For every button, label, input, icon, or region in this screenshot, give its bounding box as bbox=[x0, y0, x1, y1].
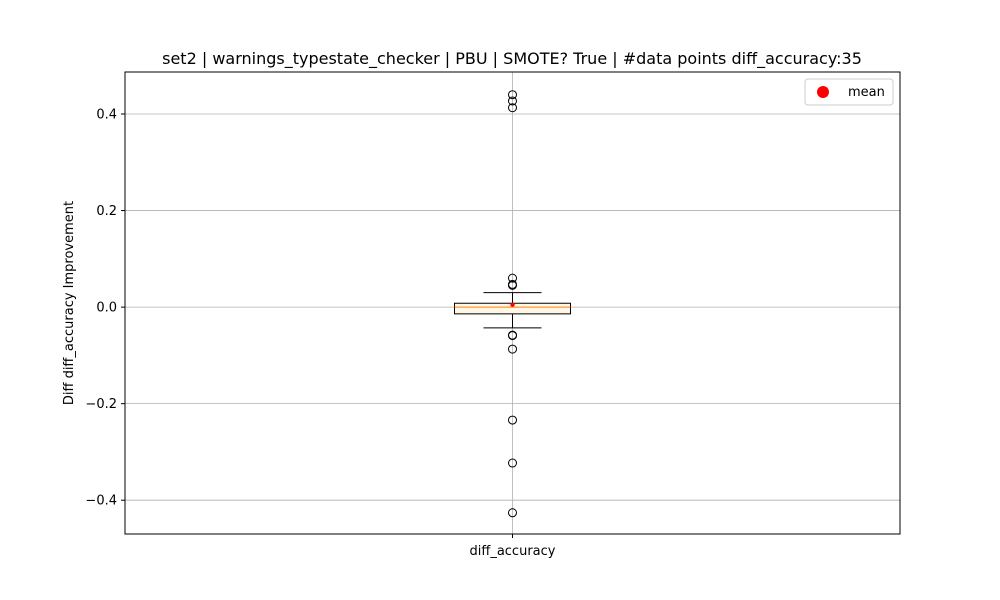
legend-mean-marker bbox=[817, 86, 829, 98]
outlier-point bbox=[508, 344, 517, 354]
y-tick-label: 0.2 bbox=[96, 204, 117, 219]
y-tick-label: 0.0 bbox=[96, 301, 117, 316]
outlier-point bbox=[508, 415, 517, 425]
outlier-point bbox=[508, 280, 517, 290]
y-axis-label: Diff diff_accuracy Improvement bbox=[62, 201, 77, 405]
axis-ticks: −0.4 −0.2 0.0 0.2 0.4 diff_accuracy bbox=[85, 108, 555, 560]
legend-mean-label: mean bbox=[848, 85, 885, 100]
legend-frame bbox=[804, 78, 894, 106]
plot-data bbox=[454, 90, 571, 518]
outlier-point bbox=[508, 103, 517, 113]
mean-marker bbox=[510, 302, 515, 307]
x-tick-label: diff_accuracy bbox=[470, 544, 556, 559]
outlier-point bbox=[508, 508, 517, 518]
chart-title: set2 | warnings_typestate_checker | PBU … bbox=[162, 49, 862, 69]
y-tick-label: −0.4 bbox=[85, 494, 117, 509]
outlier-point bbox=[508, 273, 517, 283]
outlier-point bbox=[508, 458, 517, 468]
y-tick-label: 0.4 bbox=[96, 108, 117, 123]
y-tick-label: −0.2 bbox=[85, 397, 117, 412]
outlier-point bbox=[508, 331, 517, 341]
legend: mean bbox=[804, 78, 894, 106]
outlier-point bbox=[508, 90, 517, 100]
outlier-point bbox=[508, 96, 517, 106]
